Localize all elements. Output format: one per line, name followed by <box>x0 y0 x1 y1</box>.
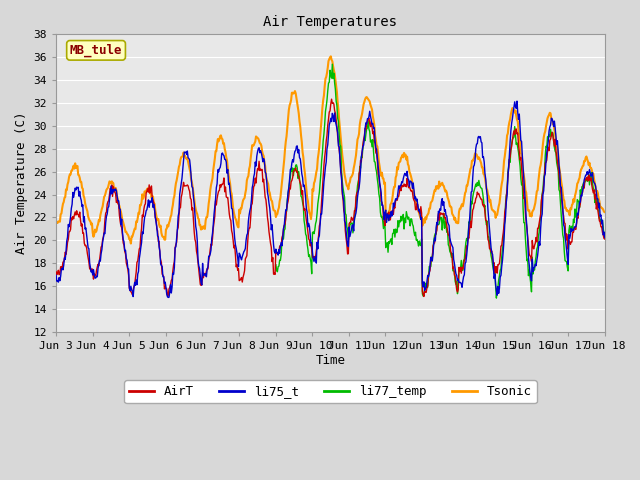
li75_t <box>398 179 406 184</box>
AirT <box>62 252 70 257</box>
Tsonic <box>415 208 422 214</box>
AirT <box>118 232 126 238</box>
AirT <box>420 294 428 300</box>
li75_t <box>118 229 126 235</box>
Line: li75_t: li75_t <box>56 101 605 298</box>
Tsonic <box>62 187 70 192</box>
AirT <box>204 266 211 272</box>
AirT <box>398 182 406 188</box>
Tsonic <box>399 152 406 157</box>
Text: MB_tule: MB_tule <box>70 44 122 57</box>
li75_t <box>513 98 521 104</box>
Y-axis label: Air Temperature (C): Air Temperature (C) <box>15 112 28 254</box>
li75_t <box>52 272 60 278</box>
li77_temp <box>601 232 609 238</box>
li75_t <box>175 210 183 216</box>
Line: AirT: AirT <box>56 99 605 297</box>
li77_temp <box>413 237 421 242</box>
li77_temp <box>397 214 405 219</box>
Tsonic <box>52 220 60 226</box>
li75_t <box>62 248 70 254</box>
AirT <box>414 202 422 207</box>
Tsonic <box>175 164 183 169</box>
AirT <box>601 236 609 242</box>
AirT <box>328 96 335 102</box>
Title: Air Temperatures: Air Temperatures <box>264 15 397 29</box>
Tsonic <box>327 53 335 59</box>
Tsonic <box>118 217 126 223</box>
Line: Tsonic: Tsonic <box>56 56 605 243</box>
li75_t <box>414 203 422 208</box>
li75_t <box>164 295 172 300</box>
Tsonic <box>204 208 212 214</box>
li75_t <box>204 264 212 270</box>
li75_t <box>601 235 609 240</box>
AirT <box>174 225 182 230</box>
Tsonic <box>127 240 134 246</box>
Tsonic <box>601 209 609 215</box>
X-axis label: Time: Time <box>316 354 346 367</box>
Line: li77_temp: li77_temp <box>276 64 605 298</box>
Legend: AirT, li75_t, li77_temp, Tsonic: AirT, li75_t, li77_temp, Tsonic <box>124 380 537 403</box>
AirT <box>52 269 60 275</box>
